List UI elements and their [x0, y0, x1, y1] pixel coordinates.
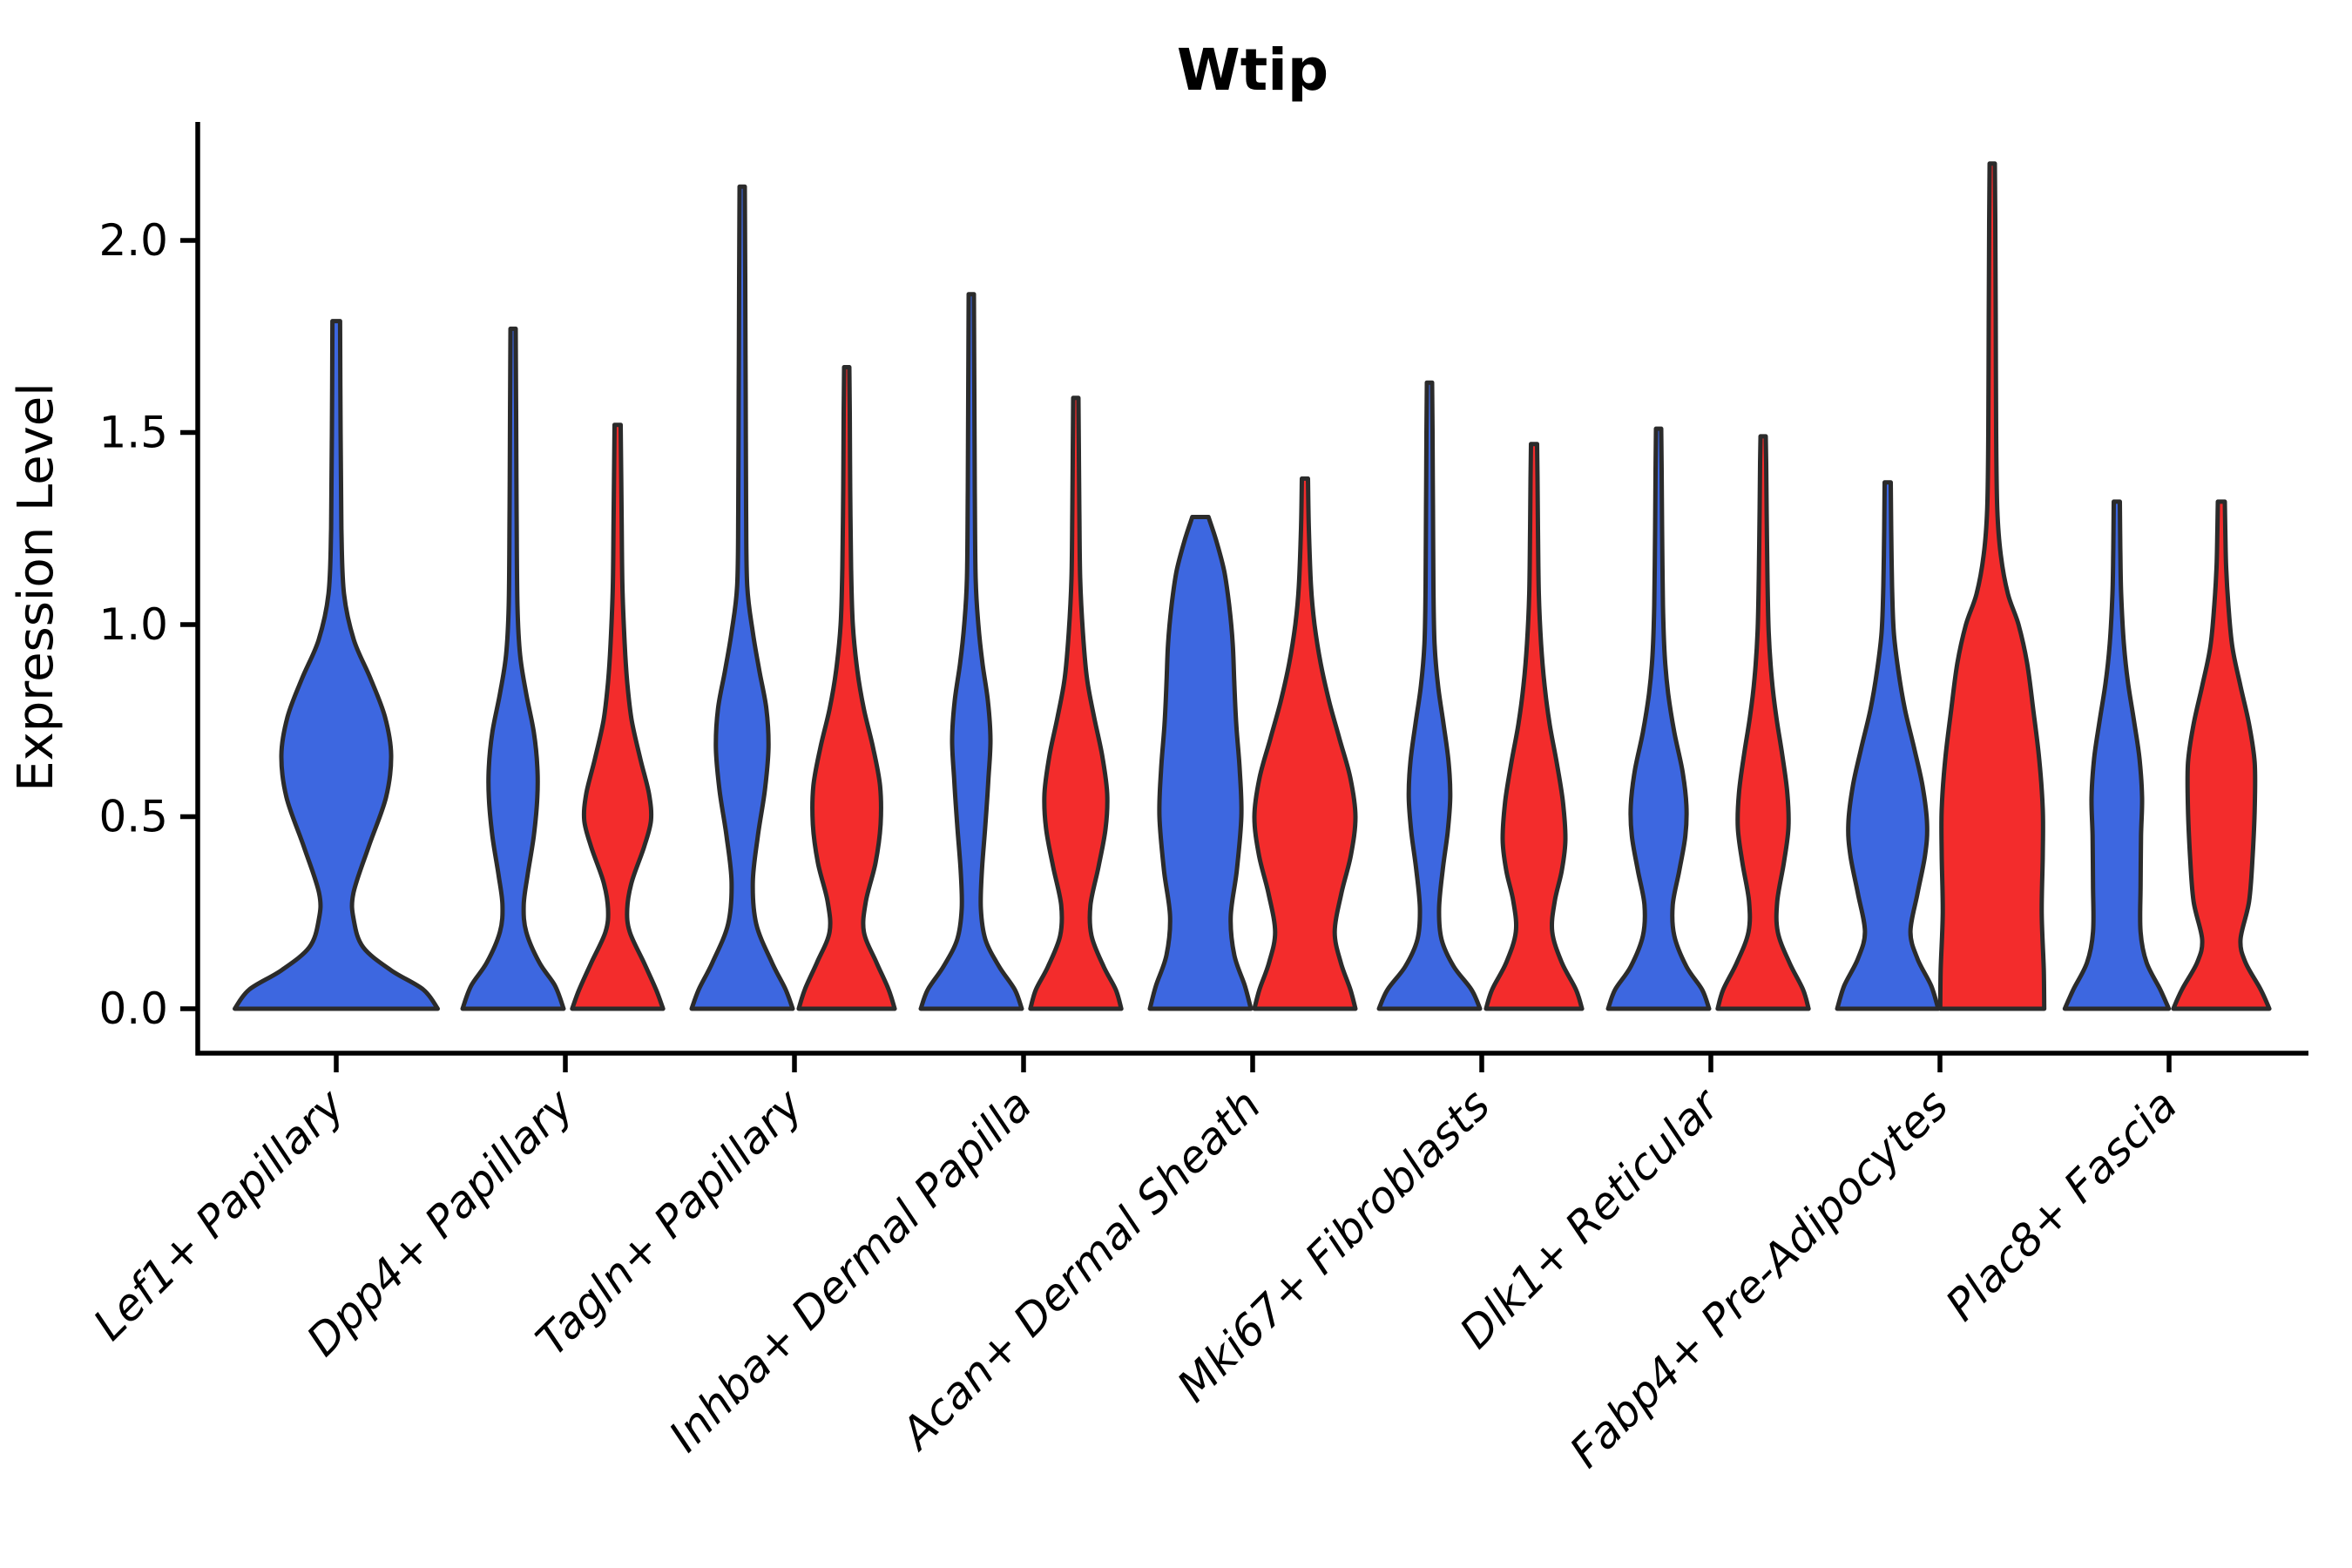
y-axis-label: Expression Level [8, 382, 64, 792]
violin-red-6 [1715, 434, 1811, 1011]
violin-red-3 [1028, 395, 1124, 1011]
violin-blue-3 [918, 292, 1024, 1011]
violin-blue-1 [460, 326, 566, 1011]
violin-red-1 [570, 422, 666, 1011]
x-tick-label: Acan+ Dermal Sheath [890, 1079, 1271, 1460]
y-tick-label: 2.0 [98, 215, 168, 266]
violin-blue-6 [1605, 426, 1712, 1011]
violin-blue-7 [1835, 480, 1941, 1011]
x-tick-label: Inhba+ Dermal Papilla [659, 1079, 1041, 1461]
violin-red-2 [796, 365, 897, 1011]
violin-red-4 [1252, 476, 1358, 1011]
violin-single-0 [233, 319, 440, 1011]
x-tick-label: Lef1+ Papillary [84, 1078, 355, 1349]
violin-red-8 [2171, 499, 2272, 1011]
y-tick-label: 1.5 [98, 408, 168, 458]
y-tick-label: 0.5 [98, 792, 168, 842]
violins-layer [233, 161, 2272, 1011]
violin-blue-5 [1376, 380, 1483, 1011]
violin-red-5 [1484, 442, 1585, 1011]
violin-blue-2 [689, 184, 795, 1011]
chart-title: Wtip [1177, 37, 1328, 104]
x-tick-label: Plac8+ Fascia [1936, 1079, 2187, 1330]
y-tick-label: 0.0 [98, 983, 168, 1034]
y-axis-ticks: 0.0 0.5 1.0 1.5 2.0 [98, 215, 198, 1034]
x-tick-label: Fabp4+ Pre-Adipocytes [1560, 1079, 1958, 1477]
violin-blue-8 [2062, 499, 2172, 1011]
y-tick-label: 1.0 [98, 599, 168, 650]
violin-red-7 [1937, 161, 2047, 1011]
violin-blue-4 [1147, 515, 1254, 1011]
